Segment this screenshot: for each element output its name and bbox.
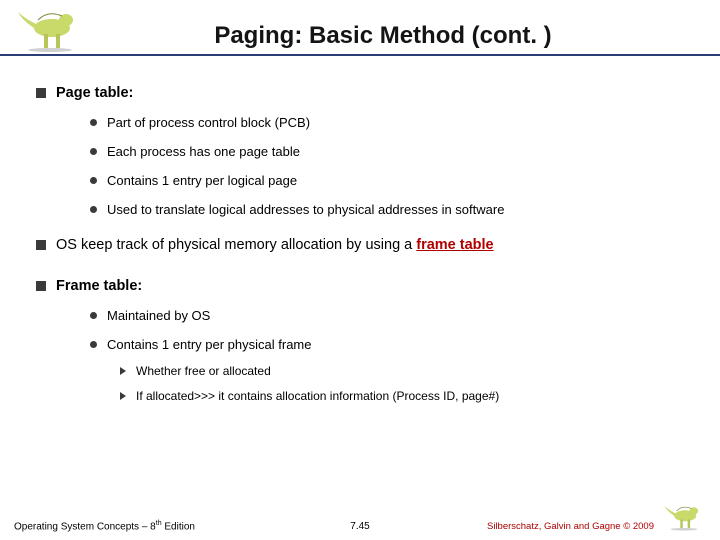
list-item-text: Each process has one page table (107, 144, 300, 161)
footer: Operating System Concepts – 8th Edition … (0, 502, 720, 532)
footer-page-number: 7.45 (350, 521, 369, 532)
os-line-pre: OS keep track of physical memory allocat… (56, 237, 416, 253)
list-item: Part of process control block (PCB) (90, 115, 684, 132)
dinosaur-icon (14, 8, 86, 52)
os-line-text: OS keep track of physical memory allocat… (56, 236, 494, 255)
frame-table-label: Frame table: (56, 277, 142, 296)
frame-table-sublist2: Whether free or allocated If allocated>>… (120, 364, 684, 405)
footer-copyright: Silberschatz, Galvin and Gagne © 2009 (487, 521, 654, 532)
list-item: Maintained by OS (90, 308, 684, 325)
dot-bullet-icon (90, 341, 97, 348)
dot-bullet-icon (90, 148, 97, 155)
footer-left-pre: Operating System Concepts – 8 (14, 521, 156, 532)
list-item-text: Contains 1 entry per logical page (107, 173, 297, 190)
slide-title: Paging: Basic Method (cont. ) (106, 22, 660, 50)
dot-bullet-icon (90, 119, 97, 126)
list-item-text: Used to translate logical addresses to p… (107, 202, 504, 219)
list-item-text: If allocated>>> it contains allocation i… (136, 389, 499, 405)
slide: Paging: Basic Method (cont. ) Page table… (0, 0, 720, 540)
dot-bullet-icon (90, 206, 97, 213)
list-item: Each process has one page table (90, 144, 684, 161)
dot-bullet-icon (90, 177, 97, 184)
dinosaur-icon (662, 502, 706, 532)
list-item: Whether free or allocated (120, 364, 684, 380)
list-item-text: Whether free or allocated (136, 364, 271, 380)
bullet-os-frame-table: OS keep track of physical memory allocat… (36, 236, 684, 255)
header: Paging: Basic Method (cont. ) (0, 0, 720, 56)
list-item: Contains 1 entry per logical page (90, 173, 684, 190)
footer-left: Operating System Concepts – 8th Edition (14, 520, 195, 532)
square-bullet-icon (36, 88, 46, 98)
list-item-text: Maintained by OS (107, 308, 210, 325)
frame-table-sublist: Maintained by OS Contains 1 entry per ph… (90, 308, 684, 405)
list-item: Contains 1 entry per physical frame (90, 337, 684, 354)
bullet-frame-table: Frame table: (36, 277, 684, 296)
square-bullet-icon (36, 240, 46, 250)
content: Page table: Part of process control bloc… (0, 56, 720, 405)
triangle-bullet-icon (120, 367, 126, 375)
triangle-bullet-icon (120, 392, 126, 400)
frame-table-emph: frame table (416, 237, 493, 253)
list-item-text: Contains 1 entry per physical frame (107, 337, 311, 354)
list-item-text: Part of process control block (PCB) (107, 115, 310, 132)
list-item: Used to translate logical addresses to p… (90, 202, 684, 219)
page-table-sublist: Part of process control block (PCB) Each… (90, 115, 684, 219)
bullet-page-table: Page table: (36, 84, 684, 103)
square-bullet-icon (36, 281, 46, 291)
footer-right-wrap: Silberschatz, Galvin and Gagne © 2009 (487, 502, 706, 532)
page-table-label: Page table: (56, 84, 133, 103)
footer-left-post: Edition (162, 521, 195, 532)
dot-bullet-icon (90, 312, 97, 319)
list-item: If allocated>>> it contains allocation i… (120, 389, 684, 405)
